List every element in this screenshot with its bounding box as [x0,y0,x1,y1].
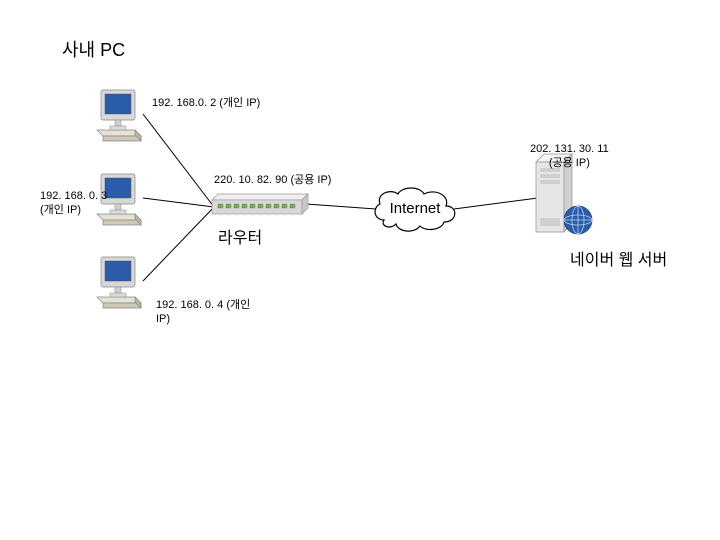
router-name-label: 라우터 [218,224,262,248]
connection-line [454,198,538,209]
connection-line [143,207,214,281]
connection-line [306,204,376,209]
router-ip-label: 220. 10. 82. 90 (공용 IP) [214,173,331,187]
pc-ip-label-1: 192. 168.0. 2 (개인 IP) [152,96,260,110]
diagram-title: 사내 PC [62,36,125,62]
cloud-text: Internet [390,200,442,217]
server-ip-label: 202. 131. 30. 11 (공용 IP) [530,142,609,171]
pc-node-3 [95,253,147,314]
internet-cloud: Internet [370,182,460,241]
connection-line [143,198,214,207]
server-name-label: 네이버 웹 서버 [570,246,667,270]
router-node [210,192,310,227]
pc-ip-label-2: 192. 168. 0. 3 (개인 IP) [40,189,107,218]
connection-line [143,114,214,207]
pc-ip-label-3: 192. 168. 0. 4 (개인 IP) [156,298,250,327]
pc-node-1 [95,86,147,147]
